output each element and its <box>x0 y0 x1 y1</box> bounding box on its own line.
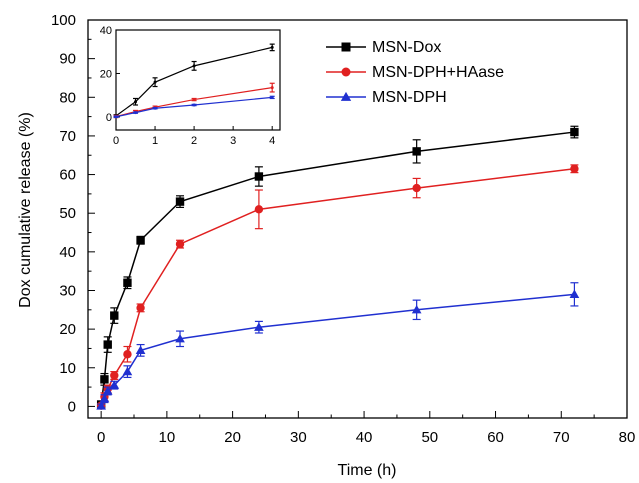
inset-data-point-msn-dph <box>134 111 138 115</box>
series-msn-dox <box>96 125 579 409</box>
data-point-msn-dph-haase <box>175 239 185 249</box>
series-line-msn-dph-haase <box>100 168 575 406</box>
data-point-msn-dph <box>569 289 580 298</box>
legend-item-msn-dox: MSN-Dox <box>326 39 441 56</box>
legend-label-msn-dph: MSN-DPH <box>372 89 447 106</box>
inset-x-tick-label: 4 <box>269 135 275 147</box>
inset-y-tick-label: 20 <box>100 68 112 80</box>
data-point-msn-dox <box>110 311 119 320</box>
legend-marker-msn-dph-haase <box>341 67 351 77</box>
data-point-msn-dph <box>254 322 264 331</box>
inset-data-point-msn-dph-haase <box>270 86 274 90</box>
y-tick-label: 60 <box>59 167 76 184</box>
inset-x-tick-label: 1 <box>152 135 158 147</box>
y-tick-label: 10 <box>59 360 76 377</box>
data-point-msn-dph <box>99 393 110 403</box>
data-point-msn-dph-haase <box>136 303 145 313</box>
x-tick-label: 40 <box>356 429 373 446</box>
inset-data-point-msn-dph-haase <box>192 98 196 102</box>
data-point-msn-dph <box>411 304 422 314</box>
inset-background <box>116 30 280 130</box>
inset-data-point-msn-dox <box>192 64 196 68</box>
inset-x-tick-label: 2 <box>191 135 197 147</box>
y-tick-label: 0 <box>68 398 76 415</box>
legend-label-msn-dox: MSN-Dox <box>372 39 441 56</box>
legend-label-msn-dph-haase: MSN-DPH+HAase <box>372 64 504 81</box>
inset-data-point-msn-dph <box>270 95 274 99</box>
data-point-msn-dph-haase <box>110 371 119 380</box>
inset-y-tick-label: 40 <box>100 25 112 37</box>
y-tick-label: 90 <box>59 51 76 68</box>
x-tick-label: 10 <box>159 429 176 446</box>
series-msn-dph <box>96 282 580 410</box>
legend-item-msn-dph-haase: MSN-DPH+HAase <box>326 64 504 81</box>
data-point-msn-dph <box>175 333 185 343</box>
legend-item-msn-dph: MSN-DPH <box>326 89 447 106</box>
inset-data-point-msn-dph <box>153 106 157 110</box>
x-tick-label: 80 <box>619 429 636 446</box>
data-point-msn-dox <box>175 197 185 206</box>
data-point-msn-dph-haase <box>123 350 132 359</box>
y-tick-label: 50 <box>59 205 76 222</box>
inset-data-point-msn-dph <box>192 103 196 107</box>
x-tick-label: 60 <box>487 429 504 446</box>
series-msn-dph-haase <box>96 164 579 410</box>
inset-data-point-msn-dph <box>114 115 118 119</box>
x-tick-label: 20 <box>224 429 241 446</box>
data-point-msn-dox <box>570 127 579 137</box>
data-point-msn-dph-haase <box>412 183 421 193</box>
inset-x-tick-label: 3 <box>230 135 236 147</box>
data-point-msn-dox <box>100 375 109 384</box>
series-line-msn-dph <box>100 293 575 407</box>
legend-marker-msn-dph <box>340 91 352 101</box>
data-point-msn-dph <box>122 366 133 376</box>
data-point-msn-dph <box>96 401 106 410</box>
x-axis-title: Time (h) <box>338 462 397 479</box>
inset-data-point-msn-dox <box>153 80 157 84</box>
legend-marker-msn-dox <box>341 42 351 52</box>
data-point-msn-dox <box>254 172 264 181</box>
data-point-msn-dph <box>102 386 113 395</box>
data-point-msn-dox <box>123 278 132 287</box>
y-tick-label: 100 <box>51 12 76 29</box>
data-point-msn-dox <box>136 236 145 245</box>
x-tick-label: 50 <box>421 429 438 446</box>
data-point-msn-dph-haase <box>570 164 579 173</box>
x-tick-label: 30 <box>290 429 307 446</box>
y-tick-label: 80 <box>59 89 76 106</box>
inset-series-msn-dox <box>113 43 275 118</box>
y-tick-label: 20 <box>59 321 76 338</box>
x-tick-label: 0 <box>97 429 105 446</box>
inset-y-tick-label: 0 <box>106 112 112 124</box>
inset-data-point-msn-dox <box>270 45 274 49</box>
data-point-msn-dph <box>135 345 146 355</box>
inset-series-msn-dph <box>113 95 275 119</box>
inset-data-point-msn-dox <box>134 100 138 104</box>
inset-x-tick-label: 0 <box>113 135 119 147</box>
series-line-msn-dox <box>100 131 575 405</box>
frame <box>87 19 628 419</box>
inset-frame <box>115 29 281 131</box>
data-point-msn-dox <box>103 340 112 349</box>
y-axis-title: Dox cumulative release (%) <box>17 112 34 308</box>
x-tick-label: 70 <box>553 429 570 446</box>
y-tick-label: 40 <box>59 244 76 261</box>
data-point-msn-dox <box>412 147 421 156</box>
data-point-msn-dph-haase <box>254 205 264 214</box>
y-tick-label: 70 <box>59 128 76 145</box>
y-tick-label: 30 <box>59 282 76 299</box>
legend: MSN-Dox MSN-DPH+HAase MSN-DPH <box>326 39 504 106</box>
data-point-msn-dph <box>109 380 120 389</box>
